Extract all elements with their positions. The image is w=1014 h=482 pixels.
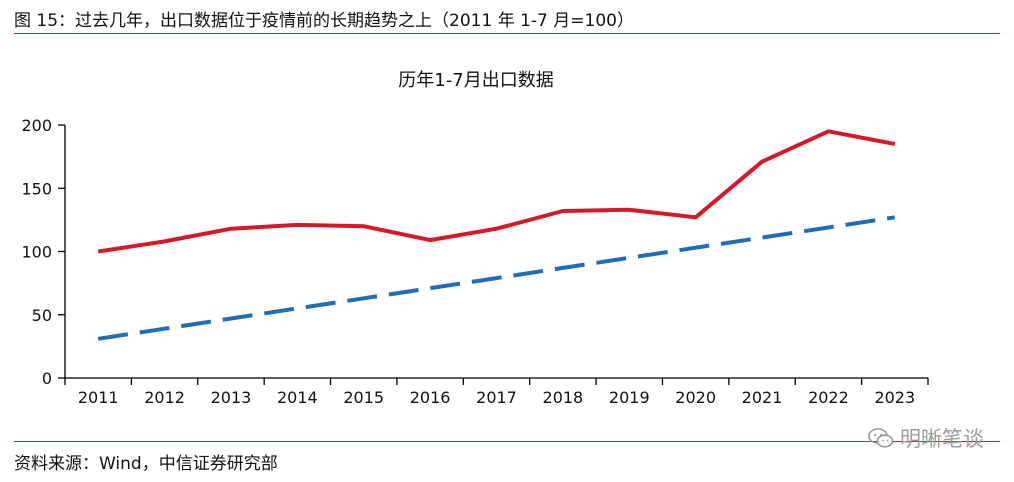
y-tick-label: 200 (21, 116, 52, 135)
x-tick-label: 2018 (543, 388, 584, 407)
x-tick-label: 2016 (410, 388, 451, 407)
y-tick-label: 100 (21, 243, 52, 262)
figure-title: 图 15：过去几年，出口数据位于疫情前的长期趋势之上（2011 年 1-7 月=… (14, 11, 634, 31)
x-tick-label: 2023 (874, 388, 915, 407)
wechat-icon (868, 428, 894, 448)
chart-axes: 0 50 100 150 200 2011 2012 2013 2014 2015 2016 2017… (21, 116, 929, 407)
x-tick-label: 2020 (675, 388, 716, 407)
chart-series (97, 129, 896, 341)
x-tick-label: 2012 (144, 388, 185, 407)
top-divider (14, 33, 1000, 34)
export-index-line (97, 129, 896, 254)
x-tick-label: 2021 (742, 388, 783, 407)
x-tick-label: 2014 (277, 388, 318, 407)
trend-line (97, 215, 896, 341)
watermark-text: 明晰笔谈 (900, 427, 984, 451)
source-note: 资料来源：Wind，中信证券研究部 (14, 454, 278, 474)
x-tick-label: 2017 (476, 388, 517, 407)
x-tick-label: 2011 (78, 388, 119, 407)
y-tick-label: 150 (21, 179, 52, 198)
chart-title: 历年1-7月出口数据 (398, 70, 553, 91)
y-tick-label: 50 (32, 306, 52, 325)
x-tick-label: 2013 (211, 388, 252, 407)
line-chart: 历年1-7月出口数据 0 50 100 150 200 2011 2012 2013 2014 2… (21, 70, 929, 407)
y-tick-label: 0 (42, 369, 52, 388)
watermark: 明晰笔谈 (868, 423, 984, 453)
bottom-divider (14, 441, 1000, 442)
x-tick-label: 2015 (343, 388, 384, 407)
x-tick-label: 2019 (609, 388, 650, 407)
x-tick-label: 2022 (808, 388, 849, 407)
